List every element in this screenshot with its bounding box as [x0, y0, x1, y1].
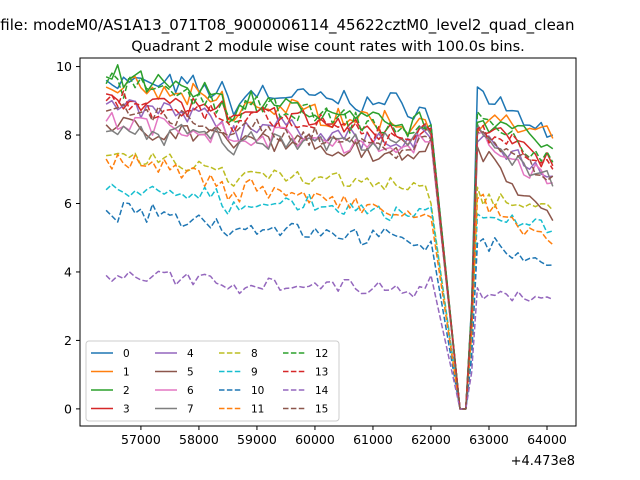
x-tick-label-57000: 57000: [121, 432, 161, 447]
y-tick-label-8: 8: [64, 128, 72, 143]
legend-label-14: 14: [315, 385, 329, 397]
x-tick-label-63000: 63000: [469, 432, 509, 447]
legend-label-0: 0: [123, 348, 130, 360]
y-tick-label-4: 4: [64, 264, 72, 279]
legend-label-5: 5: [187, 367, 194, 379]
x-tick-label-62000: 62000: [411, 432, 451, 447]
legend-label-11: 11: [251, 404, 264, 416]
legend-label-2: 2: [123, 385, 130, 397]
y-tick-label-10: 10: [56, 59, 72, 74]
series-layer: [105, 64, 554, 410]
legend-label-6: 6: [187, 385, 194, 397]
x-tick-label-60000: 60000: [295, 432, 335, 447]
series-line-9: [105, 183, 554, 410]
legend-label-15: 15: [315, 404, 328, 416]
legend-label-8: 8: [251, 348, 258, 360]
series-line-14: [105, 270, 554, 410]
y-axis: 0 2 4 6 8 10: [56, 59, 80, 416]
legend-label-9: 9: [251, 367, 258, 379]
legend-label-10: 10: [251, 385, 264, 397]
suptitle: n file: modeM0/AS1A13_071T08_9000006114_…: [0, 16, 575, 35]
y-tick-label-2: 2: [64, 333, 72, 348]
x-offset-label: +4.473e8: [511, 454, 575, 469]
x-tick-label-61000: 61000: [353, 432, 393, 447]
x-tick-label-64000: 64000: [527, 432, 567, 447]
legend-label-3: 3: [123, 404, 130, 416]
legend-label-4: 4: [187, 348, 194, 360]
series-line-5: [105, 116, 554, 410]
series-line-15: [105, 103, 554, 410]
series-line-12: [105, 72, 554, 410]
series-line-11: [105, 153, 554, 410]
series-line-2: [105, 64, 554, 410]
y-tick-label-6: 6: [64, 196, 72, 211]
x-tick-label-59000: 59000: [237, 432, 277, 447]
x-tick-label-58000: 58000: [179, 432, 219, 447]
series-line-8: [106, 152, 554, 410]
x-axis: 57000 58000 59000 60000 61000 62000 63000 64000: [121, 426, 567, 447]
legend-label-13: 13: [315, 367, 328, 379]
chart-title: Quadrant 2 module wise count rates with …: [131, 39, 525, 55]
axes-frame: [79, 57, 577, 427]
legend-box: [85, 340, 340, 422]
series-line-0: [105, 73, 554, 410]
legend-label-1: 1: [123, 367, 130, 379]
legend-label-12: 12: [315, 348, 328, 360]
series-line-10: [105, 201, 553, 410]
legend-label-7: 7: [187, 404, 194, 416]
series-line-7: [105, 123, 554, 410]
y-tick-label-0: 0: [64, 401, 72, 416]
series-line-4: [105, 99, 553, 410]
